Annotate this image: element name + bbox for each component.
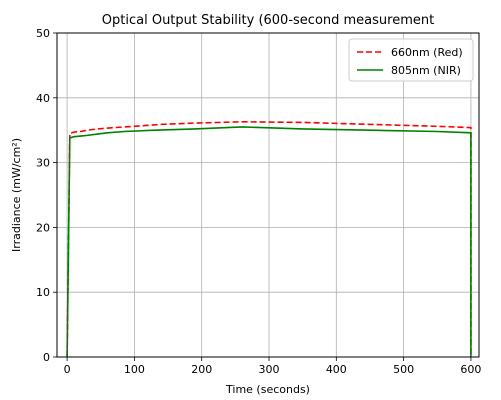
x-axis-title: Time (seconds) [225, 383, 310, 396]
y-tick-label: 0 [43, 351, 50, 364]
y-tick-label: 10 [36, 286, 50, 299]
y-tick-label: 50 [36, 27, 50, 40]
x-tick-label: 200 [191, 363, 212, 376]
legend-label-660nm: 660nm (Red) [391, 46, 463, 59]
x-tick-label: 400 [326, 363, 347, 376]
x-tick-label: 0 [64, 363, 71, 376]
y-axis-title: Irradiance (mW/cm²) [10, 138, 23, 252]
tick-layer: 0 100 200 300 400 500 600 0 10 20 30 40 50 [36, 27, 481, 376]
y-tick-label: 40 [36, 92, 50, 105]
series-line-805nm [66, 126, 472, 358]
series-line-660nm [66, 120, 472, 358]
legend-label-805nm: 805nm (NIR) [391, 64, 461, 77]
y-tick-label: 20 [36, 221, 50, 234]
x-tick-label: 500 [393, 363, 414, 376]
x-tick-label: 600 [460, 363, 481, 376]
y-tick-label: 30 [36, 157, 50, 170]
chart-title: Optical Output Stability (600-second mea… [102, 13, 434, 28]
legend: 660nm (Red) 805nm (NIR) [348, 38, 474, 82]
series-layer [66, 120, 472, 358]
x-tick-label: 100 [124, 363, 145, 376]
x-tick-label: 300 [259, 363, 280, 376]
plot-frame [56, 32, 480, 358]
